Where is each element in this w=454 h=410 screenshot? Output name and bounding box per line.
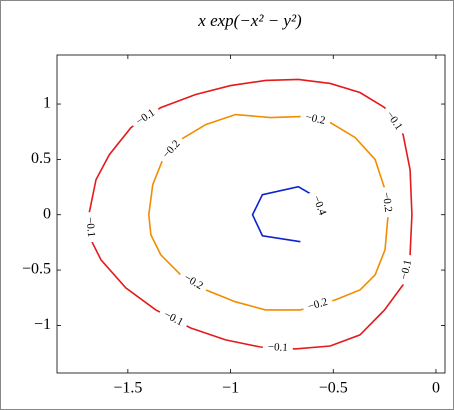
contour-label-bg [177,269,210,296]
contour-label: −0.1 [84,217,98,238]
contour-label-bg [380,105,408,137]
y-tick-label: 0 [43,205,51,222]
contour-label-bg [157,134,187,165]
contour-label-bg [307,189,330,222]
y-tick-label: −0.5 [22,261,51,278]
y-tick-label: 1 [43,95,51,112]
x-tick-label: −0.5 [319,380,348,397]
x-tick-label: −1 [222,380,239,397]
contour-label: −0.2 [380,192,394,213]
y-tick-label: −1 [34,316,51,333]
y-tick-label: 0.5 [31,150,51,167]
contour-label-bg [157,306,190,332]
contour-label-bg [299,110,332,129]
contour-label-bg [262,341,294,355]
contour-label: −0.2 [304,111,326,127]
contour-label: −0.2 [306,296,329,313]
x-tick-label: 0 [432,380,440,397]
contour-label-bg [378,186,395,218]
chart-title: x exp(−x² − y²) [197,11,302,30]
contour-label-bg [130,104,162,131]
plot-frame [56,54,446,374]
contour-label-bg [397,253,416,286]
x-tick-label: −1.5 [113,380,142,397]
contour-label-bg [82,211,98,243]
contour-label: −0.1 [268,341,289,354]
contour-label: −0.1 [398,259,414,281]
contour-label-bg [301,294,334,315]
